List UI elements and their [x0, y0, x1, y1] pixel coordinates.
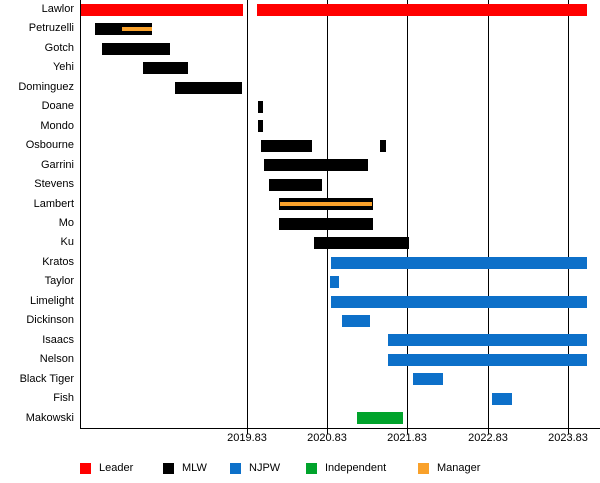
row-label: Fish	[53, 392, 74, 405]
gridline	[568, 0, 569, 428]
x-tick	[488, 428, 489, 434]
timeline-bar-njpw	[329, 276, 340, 289]
row-label: Taylor	[44, 275, 74, 288]
row-label: Mondo	[40, 119, 74, 132]
gridline	[327, 0, 328, 428]
timeline-bar-mlw	[279, 217, 373, 230]
row-label: Yehi	[52, 61, 74, 74]
gridline	[407, 0, 408, 428]
row-label: Stevens	[34, 178, 74, 191]
row-label: Kratos	[42, 255, 74, 268]
x-tick-label: 2019.83	[227, 432, 267, 444]
gridline	[488, 0, 489, 428]
legend-label: Independent	[325, 462, 387, 474]
plot-area	[80, 0, 600, 428]
manager-overlay-bar	[121, 27, 153, 32]
timeline-bar-mlw	[258, 101, 263, 113]
timeline-bar-njpw	[491, 392, 512, 405]
x-tick-label: 2020.83	[307, 432, 347, 444]
timeline-bar-mlw	[313, 237, 409, 250]
legend-swatch-mlw	[163, 463, 174, 474]
row-label: Garrini	[40, 158, 74, 171]
row-label: Dickinson	[26, 314, 74, 327]
row-label: Lawlor	[41, 3, 74, 15]
gridline	[247, 0, 248, 428]
timeline-bar-leader	[256, 3, 588, 16]
x-tick-label: 2021.83	[387, 432, 427, 444]
legend-label: NJPW	[249, 462, 281, 474]
row-label: Mo	[58, 217, 74, 229]
timeline-bar-mlw	[101, 42, 170, 55]
timeline-bar-njpw	[331, 256, 588, 269]
x-tick	[568, 428, 569, 434]
row-label: Makowski	[25, 411, 74, 424]
timeline-bar-njpw	[331, 295, 588, 308]
row-label: Petruzelli	[28, 22, 74, 35]
timeline-bar-njpw	[341, 315, 370, 327]
x-tick-label: 2022.83	[468, 432, 508, 444]
row-label: Limelight	[29, 294, 74, 307]
timeline-bar-njpw	[388, 353, 588, 366]
manager-overlay-bar	[279, 202, 373, 207]
timeline-bar-mlw	[268, 178, 322, 191]
timeline-bar-independent	[356, 412, 403, 425]
x-axis-line	[80, 428, 600, 429]
timeline-bar-mlw	[380, 139, 386, 152]
row-label: Nelson	[39, 353, 74, 366]
legend-swatch-manager	[418, 463, 429, 474]
timeline-bar-mlw	[142, 62, 188, 75]
timeline-bar-njpw	[413, 373, 443, 386]
timeline-bar-leader	[80, 3, 243, 16]
legend-swatch-independent	[306, 463, 317, 474]
legend-label: Manager	[437, 462, 481, 474]
row-label: Ku	[60, 236, 74, 249]
row-label: Osbourne	[25, 139, 74, 152]
row-label: Lambert	[33, 197, 74, 210]
timeline-bar-mlw	[95, 23, 153, 36]
legend-label: MLW	[182, 462, 207, 474]
row-label-column: Lawlor Petruzelli Gotch Yehi Dominguez Doane M…	[0, 0, 74, 428]
row-label: Gotch	[44, 41, 74, 54]
x-tick	[327, 428, 328, 434]
timeline-bar-mlw	[263, 159, 369, 172]
y-axis-line	[80, 0, 81, 428]
x-tick	[407, 428, 408, 434]
row-label: Doane	[41, 100, 74, 113]
row-label: Dominguez	[18, 80, 74, 93]
timeline-bar-mlw	[174, 81, 243, 94]
timeline-bar-njpw	[388, 334, 588, 347]
timeline-bar-mlw	[260, 139, 312, 152]
x-tick-label: 2023.83	[548, 432, 588, 444]
timeline-bar-mlw	[258, 120, 263, 133]
legend-swatch-njpw	[230, 463, 241, 474]
legend: Leader MLW NJPW Independent Manager	[0, 462, 600, 476]
row-label: Black Tiger	[19, 372, 74, 385]
timeline-bar-mlw	[279, 198, 373, 211]
legend-label: Leader	[99, 462, 134, 474]
legend-swatch-leader	[80, 463, 91, 474]
row-label: Isaacs	[42, 333, 74, 346]
x-tick	[247, 428, 248, 434]
